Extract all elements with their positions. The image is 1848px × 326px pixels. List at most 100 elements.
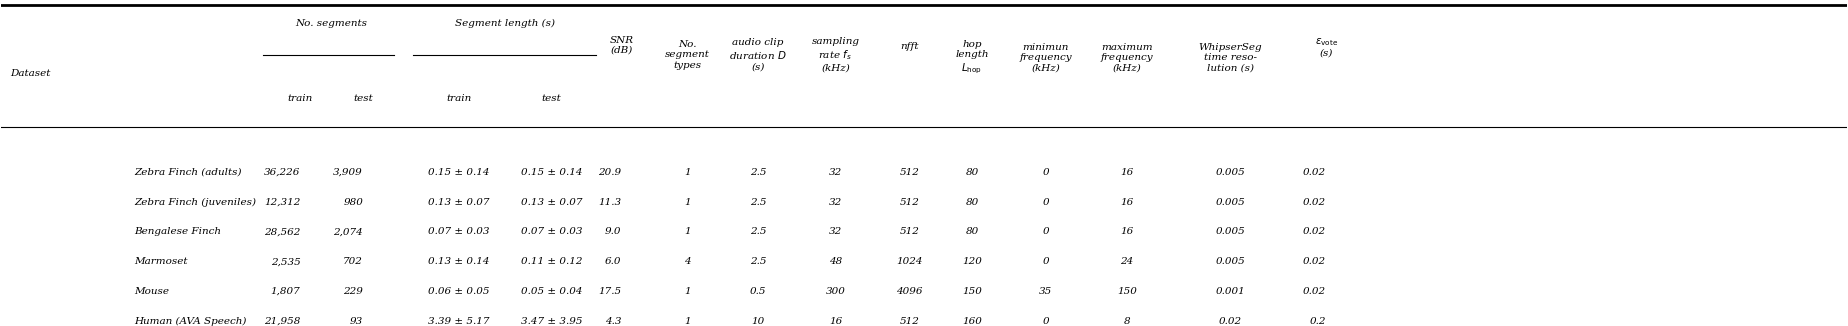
Text: 1: 1	[684, 168, 691, 177]
Text: 512: 512	[900, 317, 918, 326]
Text: 3.47 ± 3.95: 3.47 ± 3.95	[521, 317, 582, 326]
Text: 0: 0	[1042, 317, 1050, 326]
Text: 300: 300	[826, 287, 845, 296]
Text: 1024: 1024	[896, 257, 922, 266]
Text: 2,074: 2,074	[333, 228, 362, 236]
Text: 0.001: 0.001	[1216, 287, 1246, 296]
Text: 0.005: 0.005	[1216, 257, 1246, 266]
Text: 4096: 4096	[896, 287, 922, 296]
Text: 16: 16	[1120, 228, 1133, 236]
Text: 8: 8	[1124, 317, 1131, 326]
Text: nfft: nfft	[900, 42, 918, 52]
Text: 0.02: 0.02	[1218, 317, 1242, 326]
Text: 0.06 ± 0.05: 0.06 ± 0.05	[429, 287, 490, 296]
Text: 0.02: 0.02	[1303, 287, 1327, 296]
Text: 0.005: 0.005	[1216, 168, 1246, 177]
Text: 93: 93	[349, 317, 362, 326]
Text: 16: 16	[828, 317, 843, 326]
Text: No.
segment
types: No. segment types	[665, 40, 710, 70]
Text: 0.05 ± 0.04: 0.05 ± 0.04	[521, 287, 582, 296]
Text: 2.5: 2.5	[750, 228, 767, 236]
Text: 11.3: 11.3	[599, 198, 621, 207]
Text: 0.02: 0.02	[1303, 168, 1327, 177]
Text: 21,958: 21,958	[264, 317, 301, 326]
Text: Dataset: Dataset	[11, 69, 52, 78]
Text: 32: 32	[828, 168, 843, 177]
Text: maximum
frequency
(kHz): maximum frequency (kHz)	[1101, 43, 1153, 73]
Text: hop
length
$L_\mathrm{hop}$: hop length $L_\mathrm{hop}$	[955, 40, 989, 76]
Text: 1: 1	[684, 287, 691, 296]
Text: Zebra Finch (adults): Zebra Finch (adults)	[135, 168, 242, 177]
Text: 0.005: 0.005	[1216, 228, 1246, 236]
Text: No. segments: No. segments	[296, 19, 368, 28]
Text: 0.13 ± 0.07: 0.13 ± 0.07	[521, 198, 582, 207]
Text: 0: 0	[1042, 198, 1050, 207]
Text: 80: 80	[965, 228, 979, 236]
Text: 0.02: 0.02	[1303, 228, 1327, 236]
Text: 229: 229	[344, 287, 362, 296]
Text: 0.13 ± 0.14: 0.13 ± 0.14	[429, 257, 490, 266]
Text: 0.15 ± 0.14: 0.15 ± 0.14	[429, 168, 490, 177]
Text: 1: 1	[684, 228, 691, 236]
Text: sampling
rate $f_s$
(kHz): sampling rate $f_s$ (kHz)	[811, 37, 859, 72]
Text: minimun
frequency
(kHz): minimun frequency (kHz)	[1020, 43, 1072, 73]
Text: Human (AVA Speech): Human (AVA Speech)	[135, 317, 246, 326]
Text: 3,909: 3,909	[333, 168, 362, 177]
Text: Marmoset: Marmoset	[135, 257, 188, 266]
Text: 80: 80	[965, 168, 979, 177]
Text: 512: 512	[900, 228, 918, 236]
Text: 12,312: 12,312	[264, 198, 301, 207]
Text: 0: 0	[1042, 168, 1050, 177]
Text: 0: 0	[1042, 257, 1050, 266]
Text: 9.0: 9.0	[604, 228, 621, 236]
Text: 150: 150	[963, 287, 981, 296]
Text: 48: 48	[828, 257, 843, 266]
Text: 150: 150	[1116, 287, 1137, 296]
Text: Segment length (s): Segment length (s)	[455, 19, 554, 28]
Text: 32: 32	[828, 228, 843, 236]
Text: Mouse: Mouse	[135, 287, 170, 296]
Text: 0.13 ± 0.07: 0.13 ± 0.07	[429, 198, 490, 207]
Text: 0.5: 0.5	[750, 287, 767, 296]
Text: 2.5: 2.5	[750, 168, 767, 177]
Text: 0.02: 0.02	[1303, 198, 1327, 207]
Text: 4.3: 4.3	[604, 317, 621, 326]
Text: train: train	[288, 94, 312, 103]
Text: 16: 16	[1120, 198, 1133, 207]
Text: Zebra Finch (juveniles): Zebra Finch (juveniles)	[135, 198, 257, 207]
Text: $\epsilon_\mathrm{vote}$
(s): $\epsilon_\mathrm{vote}$ (s)	[1314, 36, 1338, 58]
Text: 0: 0	[1042, 228, 1050, 236]
Text: 512: 512	[900, 198, 918, 207]
Text: 0.11 ± 0.12: 0.11 ± 0.12	[521, 257, 582, 266]
Text: 17.5: 17.5	[599, 287, 621, 296]
Text: 2.5: 2.5	[750, 257, 767, 266]
Text: 0.005: 0.005	[1216, 198, 1246, 207]
Text: 512: 512	[900, 168, 918, 177]
Text: 120: 120	[963, 257, 981, 266]
Text: Bengalese Finch: Bengalese Finch	[135, 228, 222, 236]
Text: train: train	[447, 94, 471, 103]
Text: test: test	[541, 94, 562, 103]
Text: 35: 35	[1039, 287, 1052, 296]
Text: 16: 16	[1120, 168, 1133, 177]
Text: 160: 160	[963, 317, 981, 326]
Text: 0.15 ± 0.14: 0.15 ± 0.14	[521, 168, 582, 177]
Text: 20.9: 20.9	[599, 168, 621, 177]
Text: 2,535: 2,535	[270, 257, 301, 266]
Text: 24: 24	[1120, 257, 1133, 266]
Text: 4: 4	[684, 257, 691, 266]
Text: 1: 1	[684, 198, 691, 207]
Text: 3.39 ± 5.17: 3.39 ± 5.17	[429, 317, 490, 326]
Text: 702: 702	[344, 257, 362, 266]
Text: WhipserSeg
time reso-
lution (s): WhipserSeg time reso- lution (s)	[1199, 43, 1262, 73]
Text: 36,226: 36,226	[264, 168, 301, 177]
Text: 0.07 ± 0.03: 0.07 ± 0.03	[521, 228, 582, 236]
Text: 80: 80	[965, 198, 979, 207]
Text: SNR
(dB): SNR (dB)	[610, 36, 634, 55]
Text: 2.5: 2.5	[750, 198, 767, 207]
Text: 10: 10	[752, 317, 765, 326]
Text: 0.02: 0.02	[1303, 257, 1327, 266]
Text: audio clip
duration $D$
(s): audio clip duration $D$ (s)	[730, 38, 787, 71]
Text: 980: 980	[344, 198, 362, 207]
Text: 28,562: 28,562	[264, 228, 301, 236]
